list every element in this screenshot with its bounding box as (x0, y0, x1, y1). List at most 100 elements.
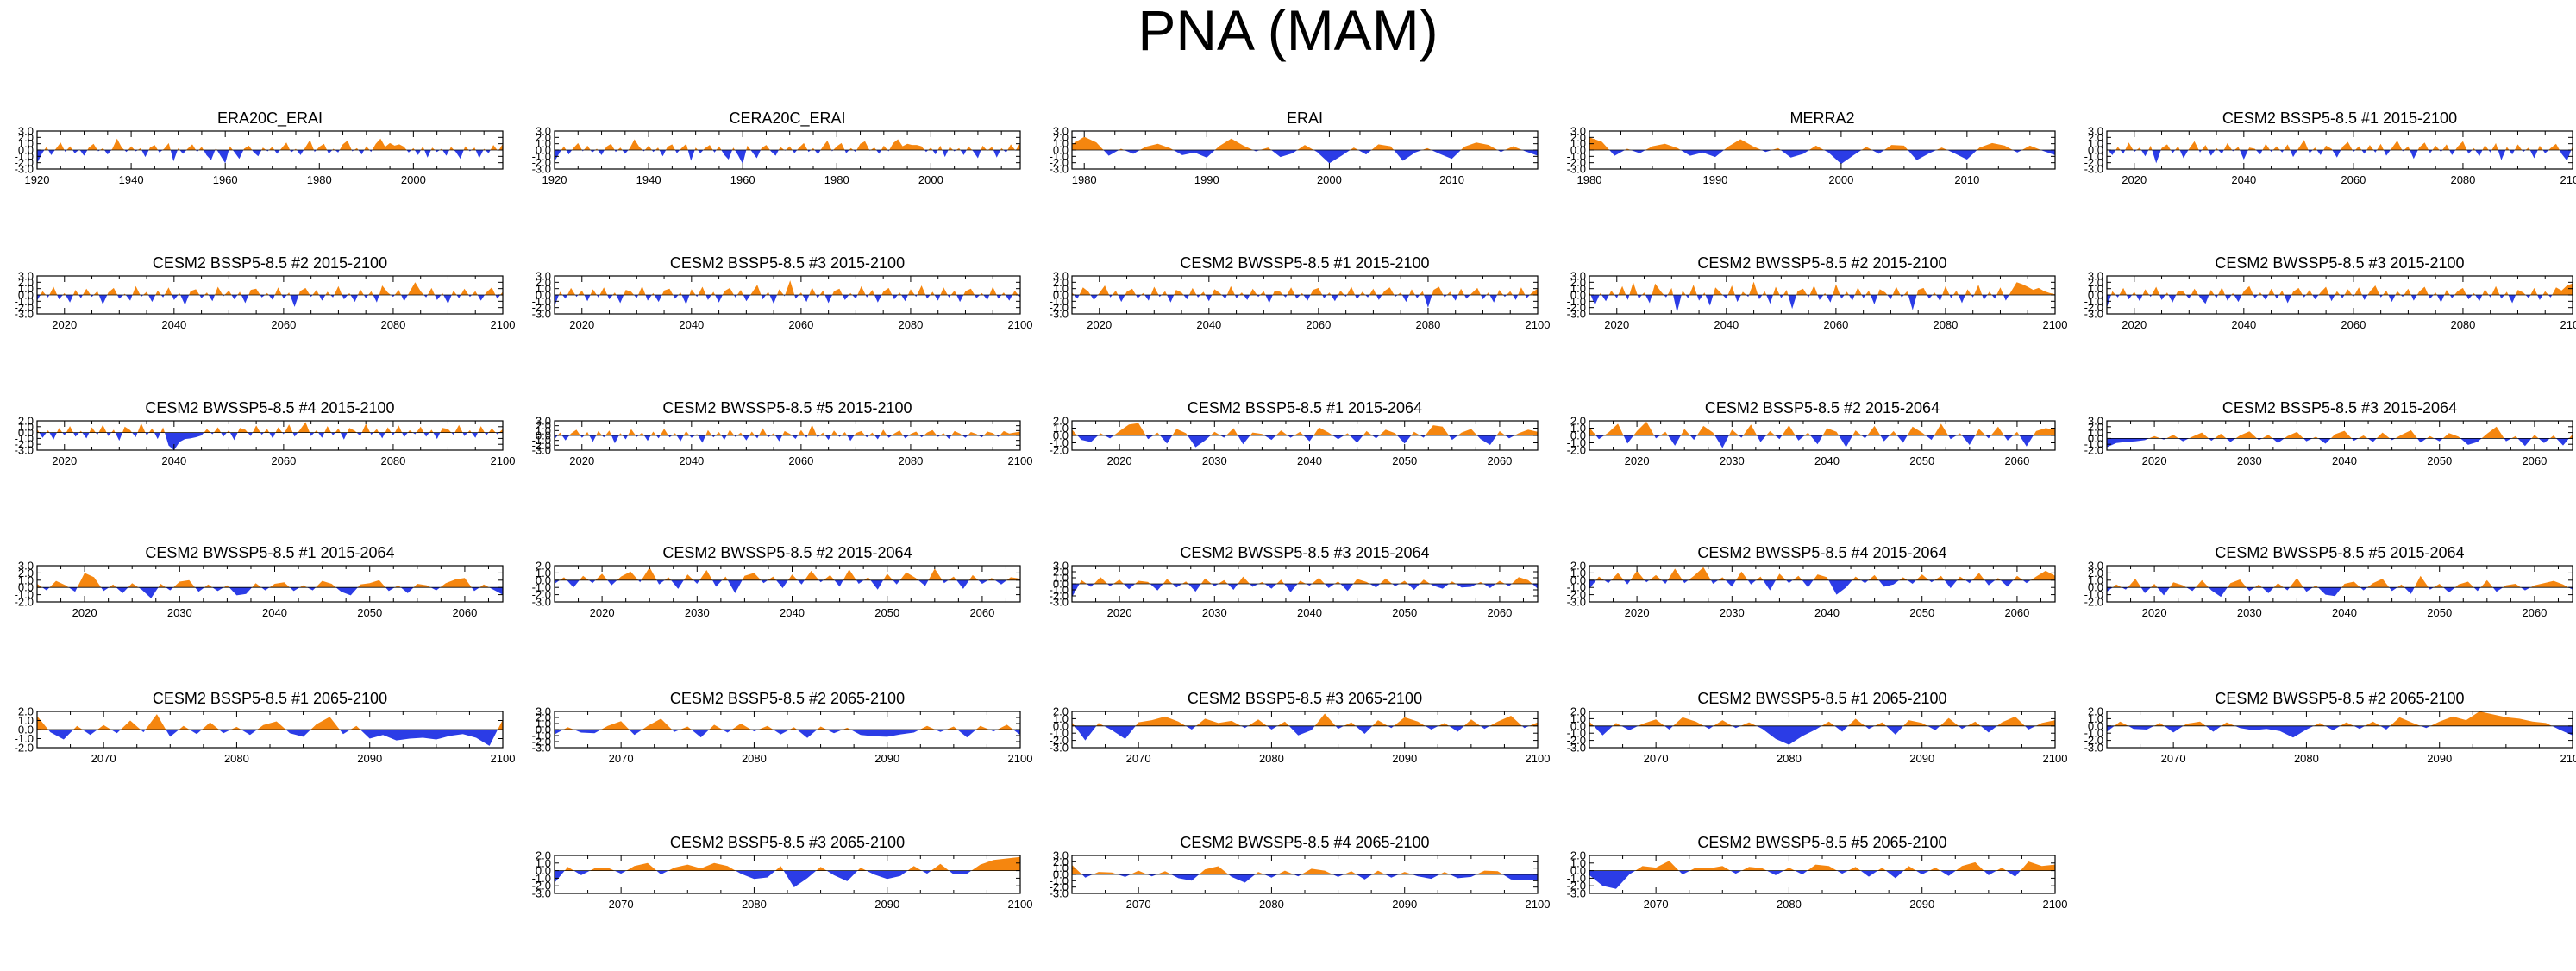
y-tick-label: -3.0 (1050, 163, 1069, 176)
y-tick-label: -1.0 (1050, 584, 1069, 597)
x-tick-label: 2040 (2231, 318, 2256, 331)
x-tick-label: 2020 (1087, 318, 1112, 331)
x-tick-label: 2060 (2341, 173, 2366, 186)
x-tick-label: 2020 (569, 318, 594, 331)
panel: CESM2 BWSSP5-8.5 #1 2065-2100 2.01.00.0-1… (1567, 690, 2068, 765)
x-tick-label: 2080 (898, 318, 923, 331)
x-tick-label: 2080 (2294, 752, 2319, 765)
y-tick-label: -1.0 (2084, 588, 2103, 601)
y-tick-label: 0.0 (536, 864, 551, 877)
y-tick-label: -3.0 (532, 596, 551, 609)
panel: CESM2 BSSP5-8.5 #3 2015-2064 3.02.01.00.0… (2084, 399, 2573, 467)
x-tick-label: 2020 (2142, 606, 2167, 619)
y-tick-label: -1.0 (532, 730, 551, 742)
y-tick-label: 1.0 (1053, 712, 1069, 725)
x-tick-label: 2030 (2237, 454, 2262, 467)
x-tick-label: 2080 (224, 752, 249, 765)
negative-area (1589, 150, 2055, 165)
panel: CESM2 BSSP5-8.5 #1 2015-2064 2.01.00.0-1.… (1050, 399, 1539, 467)
x-tick-label: 2080 (380, 318, 405, 331)
y-tick-label: -1.0 (1567, 295, 1586, 308)
y-tick-label: 0.0 (1570, 719, 1586, 732)
x-tick-label: 2020 (52, 318, 77, 331)
y-tick-label: 2.0 (1053, 705, 1069, 718)
y-tick-label: 2.0 (1053, 566, 1069, 579)
y-tick-label: -3.0 (1567, 308, 1586, 321)
x-tick-label: 2040 (161, 318, 186, 331)
y-tick-label: 0.0 (18, 289, 34, 302)
y-tick-label: 0.0 (1053, 429, 1069, 442)
x-tick-label: 2020 (1625, 454, 1650, 467)
x-tick-label: 2100 (2043, 898, 2068, 911)
x-tick-label: 2050 (2427, 606, 2452, 619)
y-tick-label: -3.0 (1050, 887, 1069, 900)
x-tick-label: 2080 (1259, 898, 1284, 911)
y-tick-label: -3.0 (1050, 596, 1069, 609)
y-tick-label: 0.0 (1570, 429, 1586, 442)
panel: CESM2 BSSP5-8.5 #1 2015-2100 3.02.01.00.0… (2084, 110, 2576, 186)
y-tick-label: 2.0 (1570, 276, 1586, 289)
y-tick-label: 1.0 (1053, 282, 1069, 295)
x-tick-label: 2100 (2043, 318, 2068, 331)
panel-title: CESM2 BSSP5-8.5 #3 2065-2100 (670, 834, 905, 851)
y-tick-label: 0.0 (18, 426, 34, 439)
x-tick-label: 2080 (1415, 318, 1440, 331)
panel: CESM2 BWSSP5-8.5 #3 2015-2100 3.02.01.00.… (2084, 254, 2576, 331)
y-tick-label: 2.0 (1570, 131, 1586, 144)
x-tick-label: 2090 (2427, 752, 2452, 765)
x-tick-label: 1920 (25, 173, 50, 186)
negative-area (37, 432, 503, 450)
y-tick-label: -2.0 (1050, 444, 1069, 457)
panel: CESM2 BWSSP5-8.5 #5 2015-2064 3.02.01.00.… (2084, 544, 2573, 619)
y-tick-label: 0.0 (2088, 719, 2103, 732)
y-tick-label: 3.0 (18, 560, 34, 573)
y-tick-label: 3.0 (2088, 270, 2103, 283)
x-tick-label: 2040 (1714, 318, 1739, 331)
x-tick-label: 2040 (679, 318, 704, 331)
negative-area (37, 150, 503, 164)
positive-area (37, 282, 503, 295)
y-tick-label: -3.0 (15, 444, 34, 457)
positive-area (2107, 575, 2573, 588)
x-tick-label: 2040 (1814, 606, 1840, 619)
negative-area (555, 579, 1020, 593)
negative-area (1589, 579, 2055, 595)
axes-frame (554, 565, 1021, 603)
y-tick-label: 3.0 (536, 415, 551, 428)
x-tick-label: 2060 (1487, 606, 1512, 619)
panel: CESM2 BWSSP5-8.5 #5 2065-2100 2.01.00.0-1… (1567, 834, 2068, 911)
panel-title: CESM2 BSSP5-8.5 #3 2015-2064 (2222, 399, 2457, 417)
x-tick-label: 2040 (1196, 318, 1221, 331)
negative-area (1589, 870, 2055, 889)
axes-frame (1589, 565, 2056, 603)
y-tick-label: -1.0 (1050, 436, 1069, 449)
negative-area (2107, 725, 2573, 738)
y-tick-label: 0.0 (2088, 144, 2103, 157)
y-tick-label: -1.0 (532, 295, 551, 308)
x-tick-label: 2100 (491, 318, 516, 331)
y-tick-label: -2.0 (1567, 444, 1586, 457)
x-tick-label: 2100 (2043, 752, 2068, 765)
negative-area (555, 730, 1020, 738)
y-tick-label: -2.0 (1567, 156, 1586, 169)
y-tick-label: -2.0 (1567, 301, 1586, 314)
negative-area (37, 587, 503, 598)
x-tick-label: 2100 (2560, 318, 2576, 331)
y-tick-label: 0.0 (1053, 868, 1069, 881)
y-tick-label: 2.0 (536, 276, 551, 289)
y-tick-label: -1.0 (15, 432, 34, 445)
y-tick-label: 1.0 (18, 573, 34, 586)
panel: CESM2 BWSSP5-8.5 #5 2015-2100 3.02.01.00.… (532, 399, 1033, 467)
y-tick-label: 2.0 (1053, 131, 1069, 144)
y-tick-label: 2.0 (1570, 560, 1586, 573)
positive-area (37, 422, 503, 433)
x-tick-label: 2090 (1392, 898, 1417, 911)
x-tick-label: 2080 (380, 454, 405, 467)
panel-title: CESM2 BWSSP5-8.5 #5 2015-2064 (2215, 544, 2464, 561)
x-tick-label: 2040 (1297, 606, 1322, 619)
y-tick-label: 1.0 (1570, 137, 1586, 150)
y-tick-label: 3.0 (1570, 125, 1586, 138)
positive-area (1072, 576, 1538, 584)
x-tick-label: 2080 (1777, 752, 1802, 765)
x-tick-label: 2060 (788, 454, 813, 467)
